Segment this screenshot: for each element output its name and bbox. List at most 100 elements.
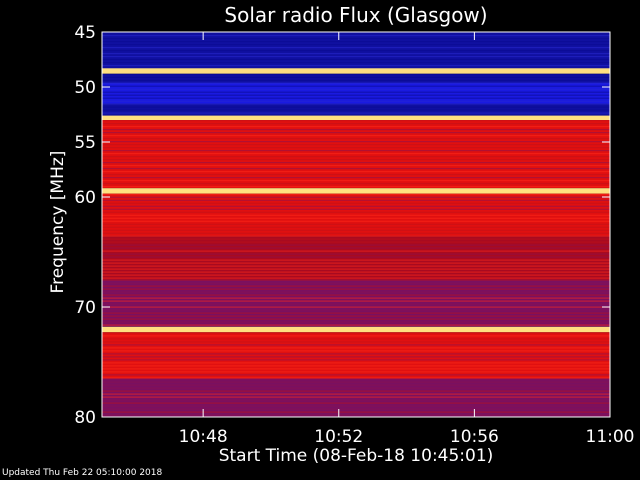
spectrum-striation — [102, 303, 610, 305]
spectrum-striation — [102, 47, 610, 49]
spectrum-striation — [102, 309, 610, 311]
spectrum-striation — [102, 262, 610, 264]
spectrum-striation — [102, 229, 610, 231]
spectrum-striation — [102, 384, 610, 386]
spectrum-striation — [102, 223, 610, 225]
spectrum-striation — [102, 259, 610, 261]
spectrum-striation — [102, 85, 610, 87]
spectrum-striation — [102, 374, 610, 376]
spectrum-striation — [102, 285, 610, 287]
spectrum-striation — [102, 208, 610, 210]
spectrum-striation — [102, 271, 610, 273]
spectrum-striation — [102, 174, 610, 176]
spectrum-striation — [102, 399, 610, 401]
spectrum-striation — [102, 186, 610, 188]
spectrum-band — [102, 378, 610, 417]
spectrum-striation — [102, 241, 610, 243]
y-axis: 45 50 55 60 70 80 — [74, 23, 610, 428]
plot-area — [101, 31, 611, 418]
spectrum-striation — [102, 220, 610, 222]
updated-timestamp: Updated Thu Feb 22 05:10:00 2018 — [2, 468, 163, 478]
spectrum-striation — [102, 324, 610, 326]
spectrum-striation — [102, 38, 610, 40]
spectrum-striation — [102, 294, 610, 296]
spectrum-striation — [102, 73, 610, 75]
spectrum-striation — [102, 405, 610, 407]
spectrum-striation — [102, 199, 610, 201]
spectrum-striation — [102, 53, 610, 55]
spectrum-striation — [102, 65, 610, 67]
spectrum-striation — [102, 44, 610, 46]
spectrum-striation — [102, 168, 610, 170]
spectrum-striation — [102, 94, 610, 96]
spectrum-striation — [102, 214, 610, 216]
spectrum-striation — [102, 35, 610, 37]
x-tick-label: 11:00 — [586, 427, 635, 447]
spectrum-striation — [102, 321, 610, 323]
spectrum-striation — [102, 350, 610, 352]
spectrum-band — [102, 326, 610, 333]
spectrum-striation — [102, 368, 610, 370]
spectrum-striation — [102, 82, 610, 84]
spectrum-striation — [102, 177, 610, 179]
spectrum-striation — [102, 353, 610, 355]
spectrum-striation — [102, 312, 610, 314]
spectrum-striation — [102, 211, 610, 213]
spectrum-striation — [102, 377, 610, 379]
spectrum-striation — [102, 180, 610, 182]
spectrum-striation — [102, 59, 610, 61]
spectrum-band — [102, 73, 610, 83]
spectrum-striation — [102, 171, 610, 173]
spectrum-striation — [102, 265, 610, 267]
x-tick-label: 10:52 — [314, 427, 363, 447]
spectrum-striation — [102, 300, 610, 302]
spectrum-striation — [102, 144, 610, 146]
spectrum-striation — [102, 162, 610, 164]
spectrum-striation — [102, 359, 610, 361]
y-tick-label: 80 — [74, 408, 96, 428]
spectrum-band — [102, 68, 610, 74]
x-axis-label: Start Time (08-Feb-18 10:45:01) — [219, 446, 494, 466]
spectrum-striation — [102, 132, 610, 134]
spectrum-striation — [102, 332, 610, 334]
spectrum-striation — [102, 318, 610, 320]
spectrum-striation — [102, 129, 610, 131]
spectrum-striation — [102, 141, 610, 143]
spectrum-striation — [102, 291, 610, 293]
spectrum-striation — [102, 76, 610, 78]
spectrum-striation — [102, 183, 610, 185]
spectrum-band — [102, 332, 610, 379]
spectrum-striation — [102, 396, 610, 398]
x-axis: 10:48 10:52 10:56 11:00 — [179, 32, 635, 447]
y-axis-label: Frequency [MHz] — [48, 151, 68, 294]
spectrum-striation — [102, 393, 610, 395]
spectrum-striation — [102, 232, 610, 234]
spectrum-striation — [102, 268, 610, 270]
plot-frame — [101, 31, 611, 418]
spectrum-striation — [102, 147, 610, 149]
spectrum-striation — [102, 100, 610, 102]
spectrum-striation — [102, 91, 610, 93]
spectrum-striation — [102, 205, 610, 207]
spectrum-striation — [102, 338, 610, 340]
spectrum-striation — [102, 165, 610, 167]
spectrum-striation — [102, 32, 610, 34]
spectrum-striation — [102, 347, 610, 349]
spectrum-striation — [102, 156, 610, 158]
spectrum-striation — [102, 41, 610, 43]
spectrum-striation — [102, 150, 610, 152]
y-tick-label: 50 — [74, 78, 96, 98]
y-tick-label: 55 — [74, 133, 96, 153]
spectrum-striation — [102, 256, 610, 258]
spectrum-striation — [102, 253, 610, 255]
spectrum-striation — [102, 402, 610, 404]
spectrum-striation — [102, 193, 610, 195]
spectrum-striation — [102, 356, 610, 358]
spectrum-striation — [102, 279, 610, 281]
spectrum-striation — [102, 390, 610, 392]
spectrum-striation — [102, 103, 610, 105]
spectrum-striation — [102, 411, 610, 413]
spectrum-band — [102, 115, 610, 120]
spectrum-striation — [102, 79, 610, 81]
